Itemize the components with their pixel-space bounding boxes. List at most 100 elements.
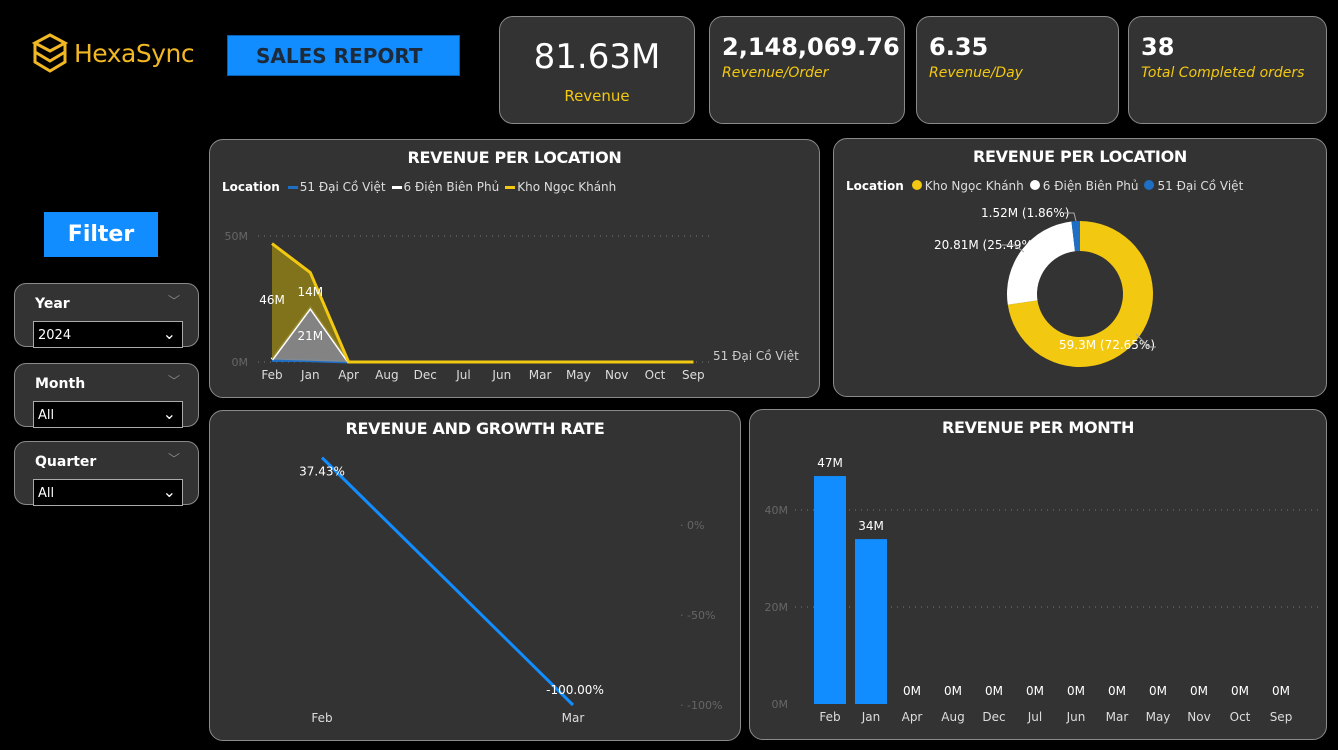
bar-chart: 0M 20M 40M 47M Feb 34M Jan 0M Apr 0M Aug 0M Dec 0M Jul… [765,456,1318,724]
data-label: 1.52M (1.86%) [981,206,1069,220]
kpi-label: Revenue/Order [722,65,829,81]
y-tick-label: · -50% [680,609,715,622]
x-tick-label: Mar [529,368,552,382]
chart-title: REVENUE PER LOCATION [407,148,622,167]
kpi-value: 81.63M [533,37,661,77]
chevron-down-icon[interactable]: ﹀ [167,452,180,466]
kpi-revenue-per-order: 2,148,069.76 Revenue/Order [709,16,905,124]
x-tick-label: Jan [300,368,320,382]
chevron-down-icon[interactable]: ﹀ [167,294,180,308]
data-label: 0M [1026,684,1044,698]
slicer-label: Month [35,376,86,392]
leader-line [1064,212,1077,222]
data-label: 0M [1108,684,1126,698]
x-tick-label: Nov [1187,710,1210,724]
x-tick-label: Aug [375,368,398,382]
data-label: 0M [1067,684,1085,698]
legend-dot-icon [1144,180,1155,190]
legend-dot-icon [911,180,922,190]
kpi-total-completed-orders: 38 Total Completed orders [1128,16,1327,124]
x-tick-label: Jun [491,368,511,382]
legend-item[interactable]: Kho Ngọc Khánh [911,179,1024,193]
data-label: 0M [944,684,962,698]
x-tick-label: Jun [1066,710,1086,724]
chart-title: REVENUE AND GROWTH RATE [345,419,605,438]
chart-legend: Location Kho Ngọc Khánh 6 Điện Biên Phủ 51 … [846,179,1244,193]
slicer-label: Quarter [35,454,97,470]
data-label: 0M [985,684,1003,698]
donut-slice [1007,221,1075,305]
chart-legend: Location 51 Đại Cồ Việt 6 Điện Biên Phủ Kho… [222,180,617,194]
donut-chart: 59.3M (72.65%) 20.81M (25.49%) 1.52M (1.86… [934,206,1156,367]
chart-title: REVENUE PER MONTH [941,418,1135,437]
donut-chart-card: REVENUE PER LOCATION Location Kho Ngọc Kh… [833,138,1327,397]
x-tick-label: Sep [1270,710,1293,724]
donut-slice [1007,221,1153,367]
x-tick-label: Jul [1027,710,1042,724]
legend-item[interactable]: 51 Đại Cồ Việt [1144,179,1243,193]
legend-item[interactable]: 51 Đại Cồ Việt [287,180,386,194]
line-chart-card: REVENUE AND GROWTH RATE · 0% · -50% · -100… [209,410,741,741]
legend-item[interactable]: 6 Điện Biên Phủ [391,180,499,194]
leader-line [1135,333,1156,348]
x-tick-label: May [566,368,591,382]
quarter-dropdown[interactable]: All ⌄ [33,479,183,506]
data-label: 47M [817,456,843,470]
x-tick-label: Apr [902,710,923,724]
month-slicer[interactable]: Month ﹀ All ⌄ [14,363,199,428]
area-chart-card: REVENUE PER LOCATION Location 51 Đại Cồ V… [209,139,820,398]
leader-line [1002,244,1025,253]
y-tick-label: 0M [772,698,789,711]
series-end-label: 51 Đại Cồ Việt [713,349,799,363]
data-label: 0M [1149,684,1167,698]
data-label: 21M [297,329,323,343]
kpi-revenue-per-day: 6.35 Revenue/Day [916,16,1119,124]
legend-item[interactable]: 6 Điện Biên Phủ [1029,179,1138,193]
y-tick-label: · 0% [680,519,704,532]
bar [855,539,887,704]
year-dropdown[interactable]: 2024 ⌄ [33,321,183,348]
hexagon-logo-icon [32,33,68,73]
series-line [271,242,694,364]
brand-name: HexaSync [74,38,195,68]
x-tick-label: May [1146,710,1171,724]
y-tick-label: 50M [225,230,249,243]
slicer-label: Year [35,296,70,312]
data-label: 0M [903,684,921,698]
x-tick-label: Nov [605,368,628,382]
kpi-label: Revenue/Day [929,65,1023,81]
chevron-down-icon[interactable]: ﹀ [167,374,180,388]
x-tick-label: Feb [311,711,332,725]
legend-line-icon [287,186,298,189]
y-tick-label: 40M [765,504,789,517]
chart-title: REVENUE PER LOCATION [973,147,1187,166]
kpi-value: 6.35 [929,33,989,61]
data-label: 37.43% [299,465,345,479]
legend-line-icon [505,186,516,189]
area-chart: 0M 50M Feb Jan Apr Aug Dec Jul Jun Mar May Nov Oct Se… [225,230,800,382]
data-label: -100.00% [546,683,604,697]
chevron-down-icon: ⌄ [162,404,176,423]
x-tick-label: Dec [414,368,437,382]
year-slicer[interactable]: Year ﹀ 2024 ⌄ [14,283,199,348]
data-label: 0M [1190,684,1208,698]
data-label: 14M [297,285,323,299]
series-line [320,456,575,707]
x-tick-label: Feb [819,710,840,724]
filter-heading: Filter [44,212,158,257]
x-tick-label: Jul [455,368,470,382]
x-tick-label: Oct [1230,710,1251,724]
donut-slice [1071,221,1080,252]
legend-line-icon [391,186,402,189]
report-title: SALES REPORT [227,35,460,76]
month-dropdown[interactable]: All ⌄ [33,401,183,428]
bar [814,476,846,704]
kpi-label: Revenue [564,87,630,105]
x-tick-label: Apr [338,368,359,382]
data-label: 0M [1272,684,1290,698]
data-label: 46M [259,293,285,307]
line-chart: · 0% · -50% · -100% 37.43% -100.00% Feb Mar [299,456,722,725]
x-tick-label: Sep [682,368,705,382]
legend-item[interactable]: Kho Ngọc Khánh [505,180,616,194]
quarter-slicer[interactable]: Quarter ﹀ All ⌄ [14,441,199,506]
